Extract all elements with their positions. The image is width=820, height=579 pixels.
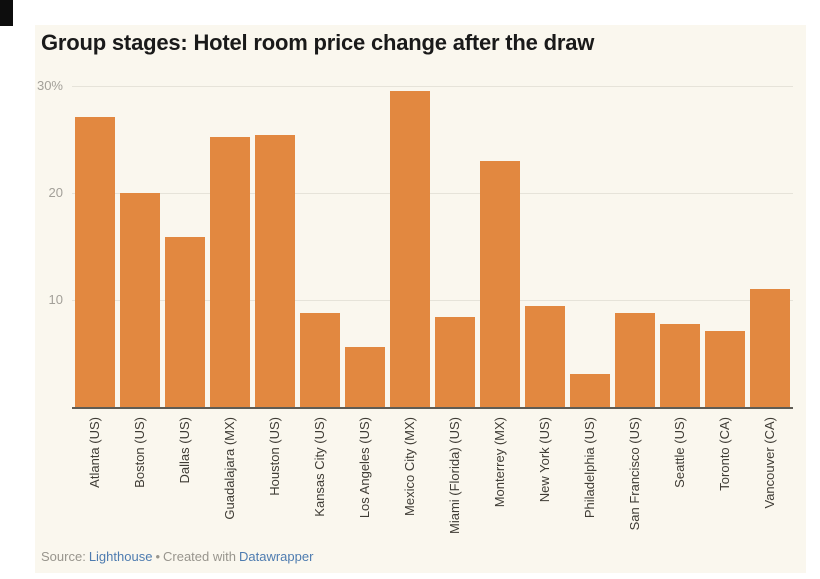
x-tick-label: Monterrey (MX) xyxy=(492,417,508,508)
y-tick-label-30: 30% xyxy=(36,78,63,93)
x-tick-label: Dallas (US) xyxy=(176,417,192,484)
bar xyxy=(435,317,476,407)
plot-area: 30% 20 10 xyxy=(37,79,793,409)
bar xyxy=(570,373,611,407)
x-axis-labels: Atlanta (US) Boston (US) Dallas (US) Guadal… xyxy=(72,417,793,567)
x-tick-label: Seattle (US) xyxy=(672,417,688,488)
x-tick-label: Miami (Florida) (US) xyxy=(447,417,463,534)
x-tick-label: Vancouver (CA) xyxy=(762,417,778,509)
bar xyxy=(209,137,250,407)
bar xyxy=(119,193,160,407)
y-tick-label-20: 20 xyxy=(48,185,63,200)
x-tick-label: Boston (US) xyxy=(131,417,147,488)
x-tick-label: Kansas City (US) xyxy=(311,417,327,517)
x-tick-label: Toronto (CA) xyxy=(717,417,733,491)
gridline-10 xyxy=(72,300,793,301)
bar xyxy=(750,289,791,407)
attribution-footer: Source: Lighthouse • Created with Datawrappe… xyxy=(41,549,316,564)
x-axis-line xyxy=(72,407,793,409)
chart-card: Group stages: Hotel room price change af… xyxy=(35,25,806,573)
chart-title: Group stages: Hotel room price change af… xyxy=(41,30,595,55)
x-tick-label: Philadelphia (US) xyxy=(582,417,598,519)
bar xyxy=(660,323,701,407)
source-label: Source: xyxy=(41,549,86,564)
x-tick-label: Atlanta (US) xyxy=(86,417,102,488)
x-tick-label: Guadalajara (MX) xyxy=(221,417,237,520)
source-link[interactable]: Lighthouse xyxy=(88,549,153,564)
x-tick-label: San Francisco (US) xyxy=(627,417,643,531)
credit-label: Created with xyxy=(163,549,236,564)
bar xyxy=(615,312,656,407)
bar xyxy=(254,135,295,407)
x-tick-label: Los Angeles (US) xyxy=(356,417,372,519)
bar xyxy=(705,331,746,407)
x-tick-label: New York (US) xyxy=(537,417,553,503)
x-tick-label: Houston (US) xyxy=(266,417,282,496)
bar xyxy=(164,236,205,407)
bar xyxy=(389,91,430,407)
footer-separator: • xyxy=(155,549,160,564)
x-tick-label: Mexico City (MX) xyxy=(401,417,417,516)
bar xyxy=(525,306,566,407)
datawrapper-link[interactable]: Datawrapper xyxy=(238,549,314,564)
y-tick-label-10: 10 xyxy=(48,292,63,307)
photo-corner-artifact xyxy=(0,0,13,26)
bar xyxy=(344,347,385,407)
bar xyxy=(480,160,521,407)
bar xyxy=(74,117,115,407)
gridline-30 xyxy=(72,86,793,87)
gridline-20 xyxy=(72,193,793,194)
bar xyxy=(299,312,340,407)
